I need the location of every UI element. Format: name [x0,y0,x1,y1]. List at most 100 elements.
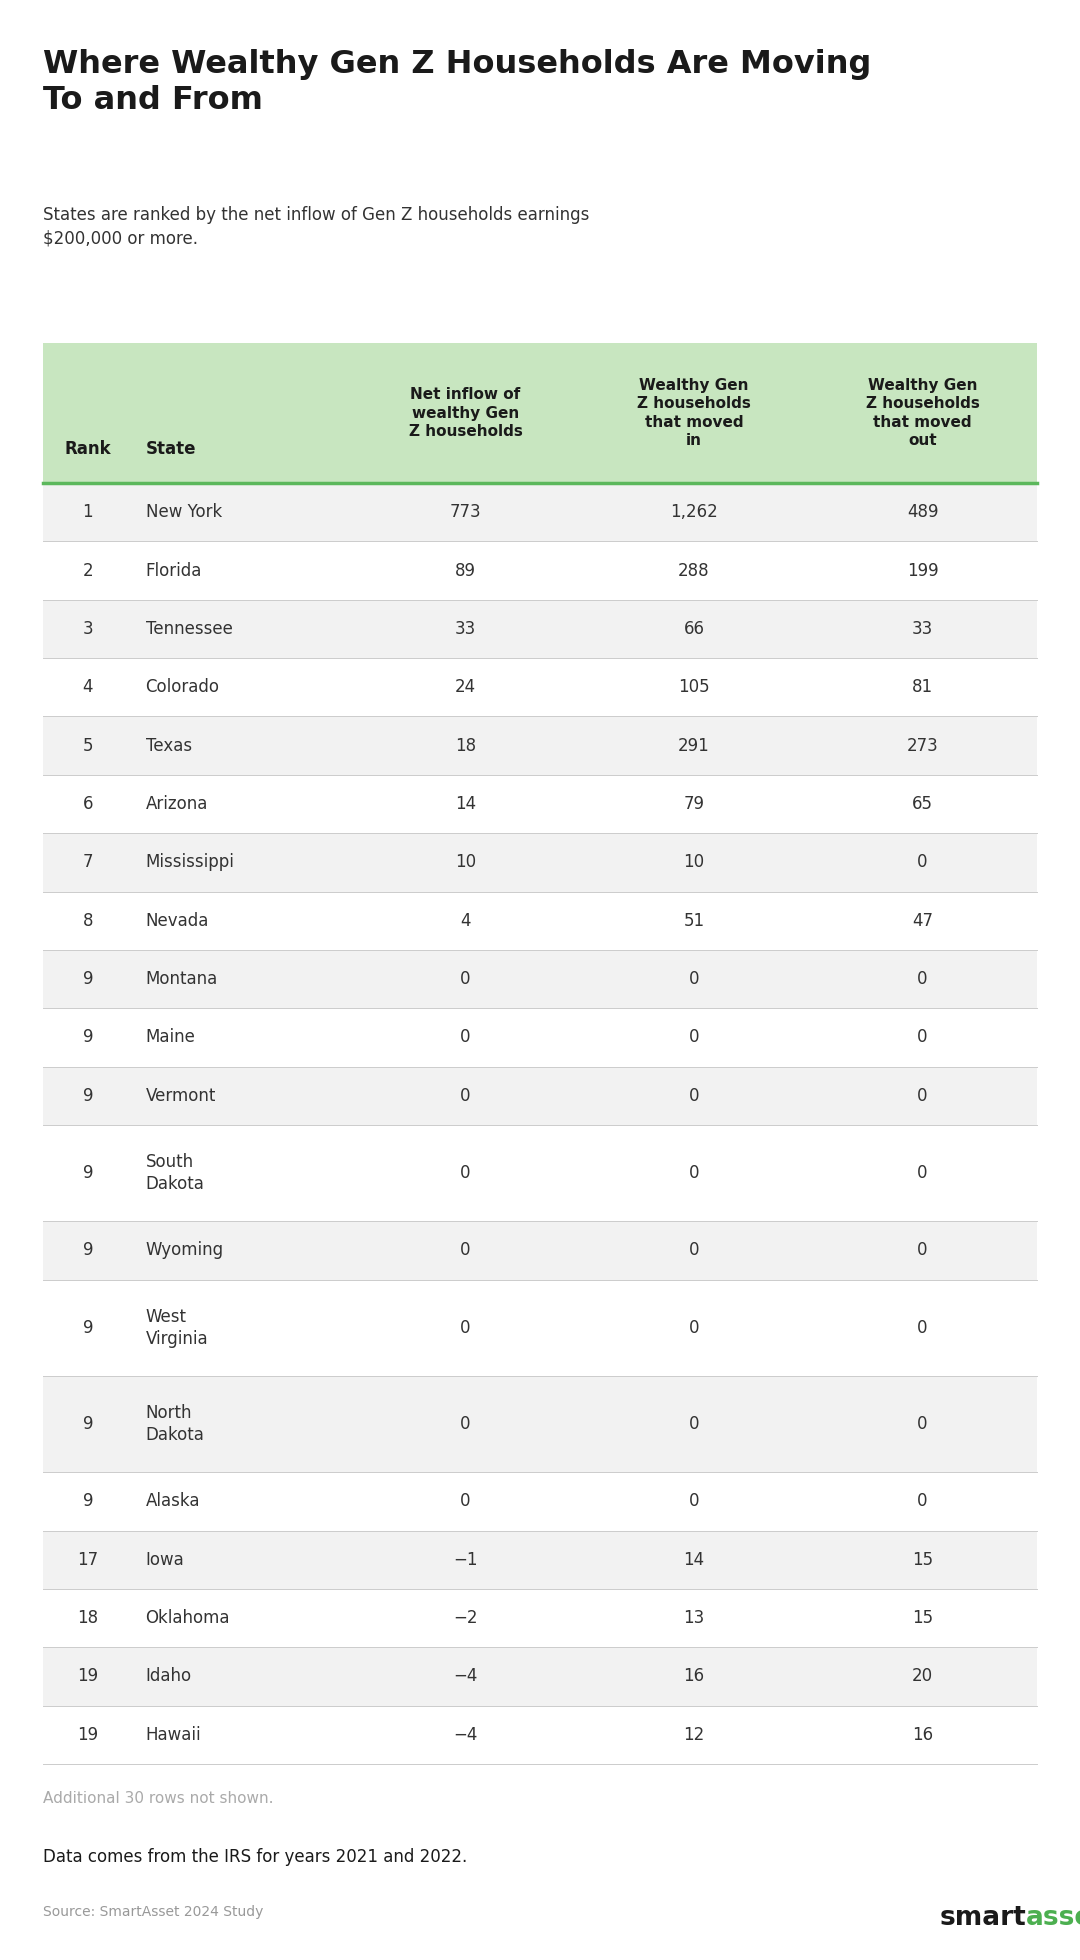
Bar [43,1066,1037,1125]
Bar [43,600,1037,659]
Text: 18: 18 [455,737,476,755]
Bar [43,1705,1037,1764]
Text: 79: 79 [684,796,704,813]
Text: 9: 9 [83,1086,93,1105]
Text: 489: 489 [907,504,939,521]
Text: 33: 33 [455,619,476,637]
Text: 0: 0 [460,1241,471,1260]
Text: 16: 16 [912,1727,933,1744]
Text: 10: 10 [455,853,476,872]
Bar [43,1221,1037,1280]
Text: 51: 51 [684,911,704,929]
Text: Tennessee: Tennessee [146,619,232,637]
Text: Hawaii: Hawaii [146,1727,201,1744]
Text: Mississippi: Mississippi [146,853,234,872]
Bar [43,892,1037,951]
Text: 16: 16 [684,1668,704,1686]
Text: Source: SmartAsset 2024 Study: Source: SmartAsset 2024 Study [43,1905,264,1919]
Text: 65: 65 [912,796,933,813]
Text: States are ranked by the net inflow of Gen Z households earnings
$200,000 or mor: States are ranked by the net inflow of G… [43,206,590,247]
Text: Wyoming: Wyoming [146,1241,224,1260]
Text: −4: −4 [454,1727,477,1744]
Text: 0: 0 [460,1164,471,1182]
Text: Vermont: Vermont [146,1086,216,1105]
Text: 0: 0 [917,1086,928,1105]
Text: Montana: Montana [146,970,218,988]
Text: 5: 5 [83,737,93,755]
Text: 89: 89 [455,563,476,580]
Bar [43,1376,1037,1472]
Text: 19: 19 [78,1727,98,1744]
Text: Maine: Maine [146,1029,195,1047]
Text: 0: 0 [689,1492,699,1511]
Text: 0: 0 [689,1029,699,1047]
Text: 81: 81 [912,678,933,696]
Text: 0: 0 [917,853,928,872]
Text: 15: 15 [912,1609,933,1627]
Text: 4: 4 [460,911,471,929]
Text: 291: 291 [678,737,710,755]
Text: 0: 0 [917,1319,928,1337]
Text: South
Dakota: South Dakota [146,1152,204,1194]
Text: smart: smart [940,1905,1026,1931]
Text: 0: 0 [689,1319,699,1337]
Text: 0: 0 [460,1319,471,1337]
Text: 24: 24 [455,678,476,696]
Text: 14: 14 [455,796,476,813]
Text: 12: 12 [684,1727,704,1744]
Text: 0: 0 [917,1415,928,1433]
Text: 0: 0 [689,1415,699,1433]
Text: Net inflow of
wealthy Gen
Z households: Net inflow of wealthy Gen Z households [408,386,523,439]
Text: 0: 0 [689,1164,699,1182]
Text: Wealthy Gen
Z households
that moved
in: Wealthy Gen Z households that moved in [637,378,751,449]
Text: −2: −2 [454,1609,477,1627]
Text: 66: 66 [684,619,704,637]
Bar [43,1280,1037,1376]
Text: 0: 0 [917,1241,928,1260]
Text: 14: 14 [684,1550,704,1568]
Text: 773: 773 [449,504,482,521]
Text: 0: 0 [689,1241,699,1260]
Text: 33: 33 [912,619,933,637]
Text: Where Wealthy Gen Z Households Are Moving
To and From: Where Wealthy Gen Z Households Are Movin… [43,49,872,116]
Text: 47: 47 [912,911,933,929]
Bar [43,343,1037,482]
Bar [43,1007,1037,1066]
Text: 15: 15 [912,1550,933,1568]
Text: 1,262: 1,262 [670,504,718,521]
Text: 288: 288 [678,563,710,580]
Text: Colorado: Colorado [146,678,219,696]
Bar [43,659,1037,717]
Text: Oklahoma: Oklahoma [146,1609,230,1627]
Text: Texas: Texas [146,737,192,755]
Text: Idaho: Idaho [146,1668,192,1686]
Text: 0: 0 [917,970,928,988]
Text: 2: 2 [82,563,93,580]
Text: asset: asset [1026,1905,1080,1931]
Text: 0: 0 [460,1415,471,1433]
Text: 0: 0 [689,1086,699,1105]
Text: Additional 30 rows not shown.: Additional 30 rows not shown. [43,1791,273,1807]
Text: Data comes from the IRS for years 2021 and 2022.: Data comes from the IRS for years 2021 a… [43,1848,468,1866]
Text: 0: 0 [917,1029,928,1047]
Text: −4: −4 [454,1668,477,1686]
Bar [43,951,1037,1007]
Text: 273: 273 [907,737,939,755]
Bar [43,1531,1037,1590]
Bar [43,1590,1037,1646]
Text: 3: 3 [82,619,93,637]
Text: North
Dakota: North Dakota [146,1403,204,1445]
Text: 8: 8 [83,911,93,929]
Text: Iowa: Iowa [146,1550,185,1568]
Bar [43,482,1037,541]
Text: 9: 9 [83,1029,93,1047]
Text: Arizona: Arizona [146,796,208,813]
Bar [43,774,1037,833]
Text: 105: 105 [678,678,710,696]
Text: 0: 0 [917,1492,928,1511]
Text: 199: 199 [907,563,939,580]
Text: 0: 0 [917,1164,928,1182]
Text: 9: 9 [83,1492,93,1511]
Text: State: State [146,439,197,459]
Text: Nevada: Nevada [146,911,208,929]
